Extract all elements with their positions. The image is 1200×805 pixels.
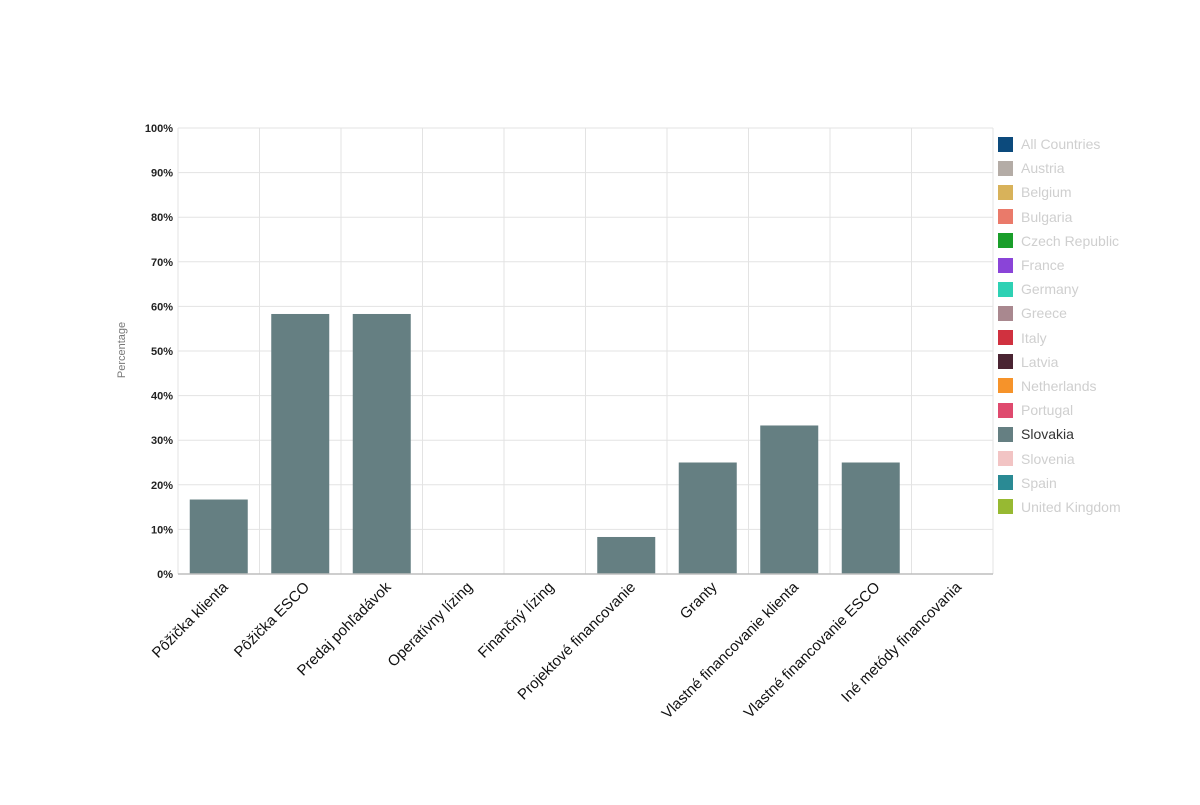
legend-swatch: [998, 378, 1013, 394]
x-tick-label: Finančný lízing: [475, 579, 558, 662]
legend-swatch: [998, 499, 1013, 515]
legend: All Countries Austria Belgium Bulgaria Czech…: [998, 132, 1188, 519]
legend-swatch: [998, 233, 1013, 249]
legend-item[interactable]: Spain: [998, 471, 1188, 495]
x-tick-label: Pôžička ESCO: [231, 579, 313, 661]
bar: [760, 425, 819, 574]
y-tick-label: 90%: [151, 168, 173, 180]
legend-swatch: [998, 209, 1013, 225]
x-tick-label: Pôžička klienta: [149, 578, 232, 661]
legend-swatch: [998, 281, 1013, 297]
bars: [189, 313, 900, 574]
legend-label: Spain: [1021, 474, 1057, 491]
legend-item[interactable]: Germany: [998, 277, 1188, 301]
legend-item[interactable]: Latvia: [998, 350, 1188, 374]
legend-swatch: [998, 402, 1013, 418]
legend-swatch: [998, 451, 1013, 467]
legend-swatch: [998, 257, 1013, 273]
x-tick-label: Vlastné financovanie klienta: [659, 578, 803, 722]
bar: [352, 313, 411, 574]
legend-label: France: [1021, 257, 1065, 274]
legend-item[interactable]: Austria: [998, 156, 1188, 180]
legend-label: Czech Republic: [1021, 232, 1120, 249]
legend-item[interactable]: United Kingdom: [998, 495, 1188, 519]
legend-swatch: [998, 426, 1013, 442]
legend-label: Germany: [1021, 281, 1079, 298]
legend-label: Bulgaria: [1021, 208, 1073, 225]
bar: [189, 499, 248, 574]
legend-label: Slovakia: [1021, 426, 1074, 443]
legend-item[interactable]: Slovenia: [998, 446, 1188, 470]
y-tick-label: 30%: [151, 435, 173, 447]
legend-item[interactable]: Slovakia: [998, 422, 1188, 446]
y-tick-label: 80%: [151, 212, 173, 224]
legend-label: All Countries: [1021, 136, 1101, 153]
y-tick-label: 20%: [151, 480, 173, 492]
legend-label: Slovenia: [1021, 450, 1075, 467]
y-tick-label: 10%: [151, 524, 173, 536]
legend-item[interactable]: France: [998, 253, 1188, 277]
legend-swatch: [998, 330, 1013, 346]
legend-label: Greece: [1021, 305, 1067, 322]
legend-swatch: [998, 305, 1013, 321]
y-tick-label: 70%: [151, 257, 173, 269]
legend-label: Netherlands: [1021, 377, 1097, 394]
legend-swatch: [998, 354, 1013, 370]
y-tick-label: 60%: [151, 301, 173, 313]
y-tick-label: 40%: [151, 391, 173, 403]
legend-item[interactable]: Greece: [998, 301, 1188, 325]
y-tick-label: 50%: [151, 346, 173, 358]
y-tick-label: 0%: [157, 569, 173, 581]
bar: [678, 462, 737, 574]
legend-swatch: [998, 136, 1013, 152]
legend-label: Portugal: [1021, 402, 1074, 419]
legend-label: Latvia: [1021, 353, 1059, 370]
legend-label: United Kingdom: [1021, 498, 1121, 515]
legend-swatch: [998, 160, 1013, 176]
legend-label: Italy: [1021, 329, 1047, 346]
x-tick-label: Vlastné financovanie ESCO: [741, 579, 884, 722]
bar: [597, 536, 656, 574]
legend-item[interactable]: Netherlands: [998, 374, 1188, 398]
legend-item[interactable]: Portugal: [998, 398, 1188, 422]
x-tick-label: Operatívny lízing: [384, 579, 476, 671]
x-tick-label: Granty: [677, 578, 721, 622]
legend-item[interactable]: Belgium: [998, 180, 1188, 204]
legend-item[interactable]: Czech Republic: [998, 229, 1188, 253]
legend-swatch: [998, 184, 1013, 200]
bar: [841, 462, 900, 574]
y-axis-label: Percentage: [116, 322, 128, 378]
legend-swatch: [998, 475, 1013, 491]
legend-item[interactable]: Bulgaria: [998, 205, 1188, 229]
y-tick-label: 100%: [145, 123, 173, 135]
legend-item[interactable]: All Countries: [998, 132, 1188, 156]
legend-item[interactable]: Italy: [998, 326, 1188, 350]
legend-label: Austria: [1021, 160, 1065, 177]
bar: [271, 313, 330, 574]
legend-label: Belgium: [1021, 184, 1072, 201]
